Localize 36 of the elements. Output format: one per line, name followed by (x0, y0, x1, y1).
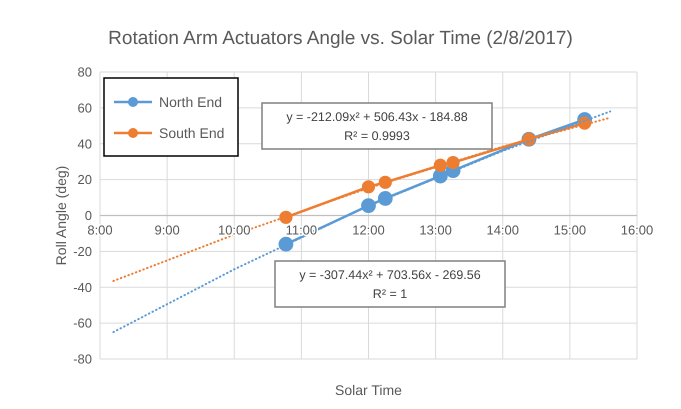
y-tick-label: -40 (73, 280, 92, 295)
x-tick-label: 15:00 (554, 222, 586, 238)
x-tick-label: 10:00 (218, 222, 251, 238)
x-axis-title: Solar Time (335, 382, 402, 398)
x-tick-label: 9:00 (154, 222, 180, 238)
point (434, 158, 447, 172)
point (278, 236, 294, 252)
point (279, 210, 293, 224)
y-tick-label: -20 (73, 244, 92, 259)
legend-label: South End (159, 124, 224, 141)
y-tick-label: -80 (73, 352, 92, 367)
x-tick-label: 8:00 (87, 222, 113, 238)
point (361, 198, 376, 214)
chart-title: Rotation Arm Actuators Angle vs. Solar Time (2/8/2017) (108, 28, 573, 49)
point (446, 156, 460, 170)
x-tick-label: 12:00 (352, 222, 385, 238)
point (378, 191, 393, 206)
y-tick-label: 80 (78, 64, 92, 80)
legend-label: North End (159, 94, 222, 110)
y-tick-label: -60 (73, 316, 92, 331)
y-tick-label: 0 (84, 208, 92, 224)
y-tick-label: 40 (78, 136, 92, 152)
y-axis-title: Roll Angle (deg) (53, 166, 69, 266)
line-series (112, 110, 612, 334)
annotation: y = -212.09x² + 506.43x - 184.88 (286, 110, 468, 124)
y-tick-label: 20 (78, 172, 92, 188)
x-tick-label: 14:00 (486, 222, 520, 238)
point (378, 176, 392, 189)
y-tick-label: 60 (78, 100, 92, 116)
x-tick-label: 11:00 (286, 222, 318, 238)
annotation: R² = 0.9993 (344, 129, 410, 143)
annotation: R² = 1 (372, 287, 408, 301)
annotation: y = -307.44x² + 703.56x - 269.56 (299, 268, 481, 282)
x-tick-label: 13:00 (419, 222, 452, 238)
point (362, 180, 376, 194)
x-tick-label: 16:00 (620, 222, 654, 238)
